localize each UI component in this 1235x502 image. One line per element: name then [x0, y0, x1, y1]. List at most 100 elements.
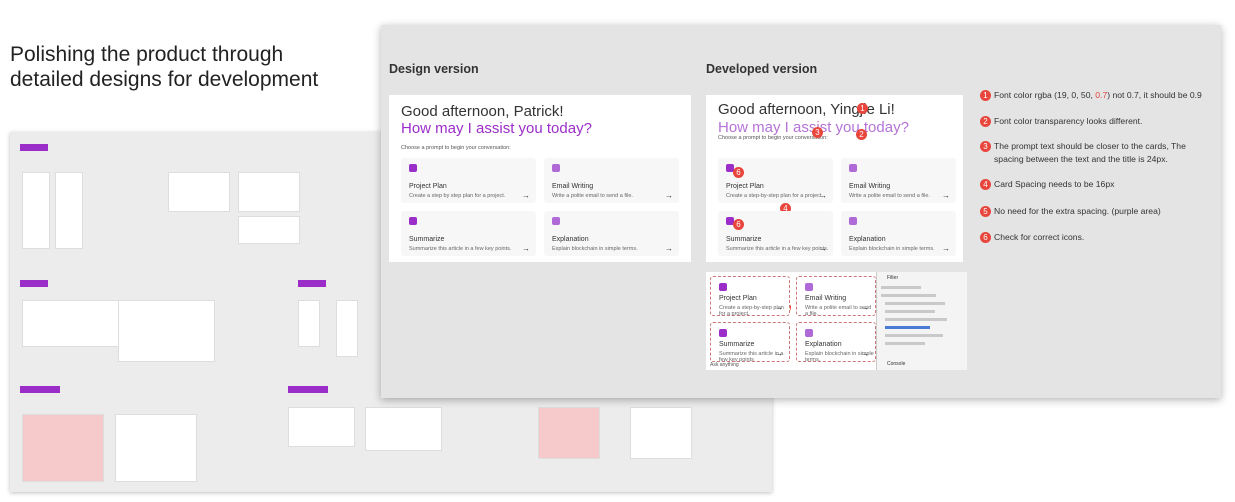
thumbnail: [22, 172, 50, 249]
card-title: Explanation: [552, 236, 589, 243]
card-icon: [552, 217, 560, 225]
card-icon: [552, 164, 560, 172]
card-title: Email Writing: [805, 295, 847, 302]
thumbnail: [22, 414, 104, 482]
note-badge: 1: [980, 90, 991, 101]
card-icon: [805, 283, 813, 291]
tag: [20, 280, 48, 287]
note-text: The prompt text should be closer to the …: [994, 141, 1186, 164]
code-line: [881, 286, 921, 289]
thumbnail: [168, 172, 230, 212]
console-tab: Console: [887, 361, 906, 367]
prompt-card: Explanation Explain blockchain in simple …: [841, 211, 956, 256]
thumbnail: [288, 407, 355, 447]
badge: 6: [733, 167, 744, 178]
prompt-card: Email Writing Write a polite email to sen…: [544, 158, 679, 203]
thumbnail: [118, 300, 215, 362]
card-desc: Explain blockchain in simple terms.: [805, 351, 874, 363]
card-icon: [849, 217, 857, 225]
card-icon: [805, 329, 813, 337]
card-desc: Write a polite email to send a file.: [805, 305, 872, 317]
section-label: Developed version: [706, 62, 818, 76]
card-title: Project Plan: [719, 295, 757, 302]
card-desc: Create a step by step plan for a project…: [409, 193, 506, 199]
card-arrow: →: [861, 303, 869, 312]
card-title: Email Writing: [849, 183, 891, 190]
card-title: Explanation: [849, 236, 886, 243]
thumbnail: [22, 300, 119, 347]
card-title: Project Plan: [409, 183, 447, 190]
input: Ask anything: [710, 362, 739, 368]
note-badge: 6: [980, 232, 991, 243]
code-line: [885, 302, 945, 305]
badge: 2: [856, 129, 867, 140]
thumbnail: [298, 300, 320, 347]
card-arrow: →: [665, 191, 673, 200]
devtools: Filter Console: [876, 272, 967, 370]
design-panel: Good afternoon, Patrick! How may I assis…: [389, 95, 691, 262]
note-text: Font color rgba (19, 0, 50, 0.7) not 0.7…: [994, 89, 1216, 102]
prompt-card: Project Plan Create a step by step plan f…: [401, 158, 536, 203]
tag: [288, 386, 328, 393]
card-title: Explanation: [805, 341, 842, 348]
card-arrow: →: [775, 303, 783, 312]
greeting: Good afternoon, Yingjie Li!: [718, 101, 895, 118]
card-desc: Explain blockchain in simple terms.: [849, 246, 935, 252]
tag: [298, 280, 326, 287]
card-icon: [409, 217, 417, 225]
code-line: [885, 318, 947, 321]
prompt-card: Explanation Explain blockchain in simple …: [796, 322, 876, 363]
code-line: [885, 310, 935, 313]
prompt: Choose a prompt to begin your conversati…: [401, 145, 511, 151]
thumbnail: [336, 300, 358, 357]
filter: Filter: [887, 275, 899, 281]
section-label: Design version: [389, 62, 479, 76]
badge: 6: [733, 219, 744, 230]
card-icon: [719, 283, 727, 291]
screenshot: Filter Console Ask anything 5 Project Pl…: [706, 272, 967, 370]
card-icon: [726, 164, 734, 172]
note-badge: 5: [980, 206, 991, 217]
card-title: Summarize: [409, 236, 445, 243]
note-highlight: 0.7: [1095, 90, 1108, 100]
tag: [20, 144, 48, 151]
note-text: Check for correct icons.: [994, 232, 1085, 242]
card-desc: Write a polite email to send a file.: [849, 193, 930, 199]
card-arrow: →: [942, 191, 950, 200]
card-arrow: →: [665, 244, 673, 253]
prompt-card: Email Writing Write a polite email to sen…: [796, 276, 876, 317]
greeting: Good afternoon, Patrick!: [401, 103, 564, 120]
code-line: [885, 342, 925, 345]
thumbnail: [115, 414, 197, 482]
badge: 4: [780, 203, 791, 214]
note-part: ) not 0.7, it should be 0.9: [1107, 90, 1202, 100]
prompt-card: Summarize Summarize this article in a few…: [401, 211, 536, 256]
card-desc: Create a step-by-step plan for a project…: [719, 305, 784, 317]
card-desc: Explain blockchain in simple terms.: [552, 246, 638, 252]
prompt-card: Summarize Summarize this article in a few…: [710, 322, 790, 363]
tag: [20, 386, 60, 393]
prompt-card: Email Writing Write a polite email to sen…: [841, 158, 956, 203]
review-panel: Design version Developed version Good af…: [381, 25, 1221, 398]
question: How may I assist you today?: [401, 120, 592, 137]
card-icon: [849, 164, 857, 172]
thumbnail: [630, 407, 692, 459]
code-line: [885, 334, 943, 337]
thumbnail: [365, 407, 442, 451]
heading: Polishing the product through detailed d…: [10, 43, 319, 91]
prompt: Choose a prompt to begin your conversati…: [718, 135, 828, 141]
card-desc: Summarize this article in a few key poin…: [719, 351, 784, 363]
card-desc: Summarize this article in a few key poin…: [726, 246, 829, 252]
thumbnail: [55, 172, 83, 249]
card-title: Summarize: [719, 341, 755, 348]
card-arrow: →: [861, 349, 869, 358]
code-line: [881, 294, 936, 297]
card-arrow: →: [819, 191, 827, 200]
prompt-card: Project Plan Create a step-by-step plan f…: [710, 276, 790, 317]
thumbnail: [538, 407, 600, 459]
card-desc: Write a polite email to send a file.: [552, 193, 633, 199]
prompt-card: Project Plan Create a step-by-step plan f…: [718, 158, 833, 203]
note-badge: 2: [980, 116, 991, 127]
card-icon: [726, 217, 734, 225]
card-desc: Summarize this article in a few key poin…: [409, 246, 512, 252]
